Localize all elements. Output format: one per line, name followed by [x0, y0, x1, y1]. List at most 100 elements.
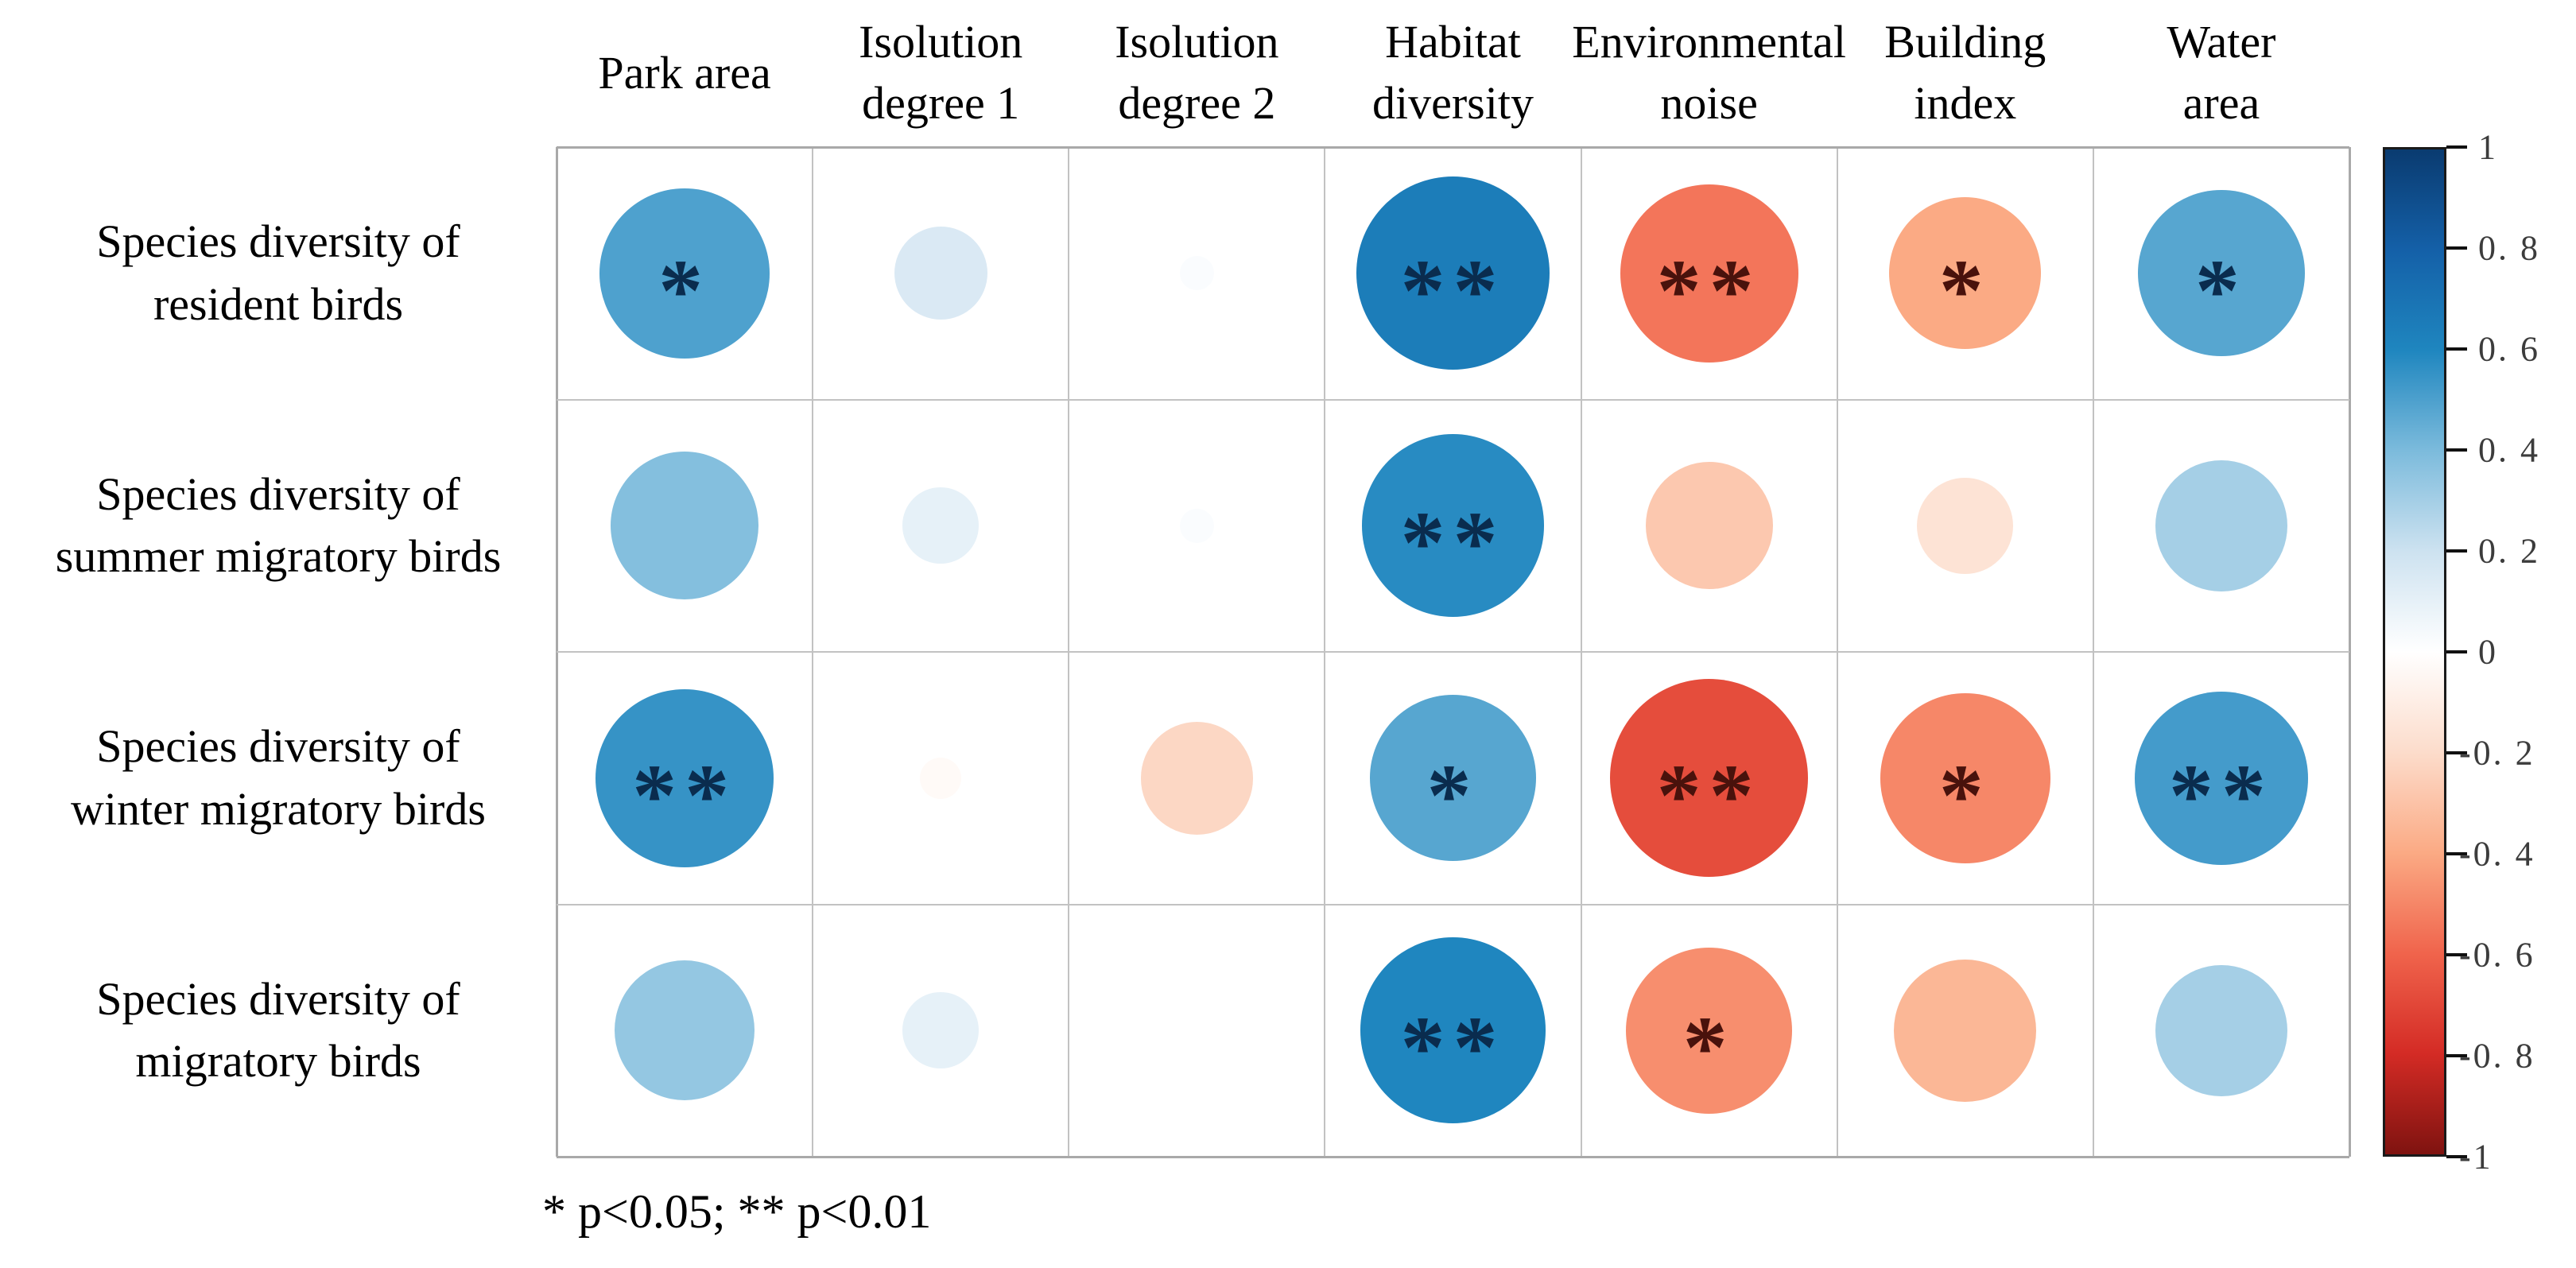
column-header-line: index [1914, 77, 2017, 129]
colorbar-tick [2446, 1054, 2467, 1057]
significance-asterisk: * [1938, 746, 1992, 846]
grid-hline [557, 651, 2349, 653]
correlation-circle [1356, 176, 1550, 370]
row-label-line: resident birds [153, 277, 404, 330]
column-header-line: Building [1884, 16, 2046, 68]
row-label-line: Species diversity of [96, 720, 460, 773]
colorbar-tick-label: 0. 6 [2478, 329, 2540, 369]
row-label-3: Species diversity of winter migratory bir… [6, 707, 550, 850]
row-label-line: Species diversity of [96, 215, 460, 268]
column-header-line: Park area [598, 46, 771, 99]
colorbar-tick-label: -1 [2459, 1137, 2493, 1177]
significance-asterisk: * [1682, 999, 1736, 1098]
column-header-line: Water [2167, 16, 2276, 68]
correlation-circle [2138, 190, 2305, 357]
correlation-circle [2155, 460, 2287, 591]
column-header-line: Isolution [1115, 16, 1279, 68]
correlation-circle [902, 992, 979, 1068]
significance-asterisk: ** [1400, 999, 1506, 1098]
row-label-line: Species diversity of [96, 972, 460, 1025]
colorbar-tick [2446, 448, 2467, 452]
colorbar-tick [2446, 1155, 2467, 1158]
correlation-circle [1369, 695, 1537, 862]
correlation-circle [1880, 692, 2050, 863]
correlation-circle [1180, 256, 1214, 291]
correlation-circle [610, 452, 759, 600]
row-label-4: Species diversity of migratory birds [6, 959, 550, 1102]
row-label-line: Species diversity of [96, 467, 460, 520]
colorbar-tick-label: -0. 4 [2459, 834, 2535, 874]
column-header-line: Habitat [1385, 16, 1521, 68]
colorbar-tick [2446, 347, 2467, 351]
correlation-circle [1626, 947, 1793, 1114]
colorbar-tick-label: 0. 2 [2478, 531, 2540, 571]
significance-asterisk: ** [632, 746, 738, 846]
significance-asterisk: ** [1656, 242, 1762, 341]
colorbar-tick-label: -0. 6 [2459, 935, 2535, 975]
significance-asterisk: ** [1400, 494, 1506, 593]
colorbar-tick [2446, 852, 2467, 855]
column-header-line: noise [1660, 77, 1758, 129]
correlation-circle [920, 757, 962, 799]
significance-asterisk: * [1938, 242, 1992, 341]
column-header-3: Isolution degree 2 [1006, 5, 1387, 142]
row-label-line: summer migratory birds [55, 530, 502, 583]
colorbar-tick-label: 0. 4 [2478, 430, 2540, 470]
grid-hline [557, 903, 2349, 905]
significance-note: * p<0.05; ** p<0.01 [542, 1185, 932, 1238]
column-header-7: Water area [2031, 5, 2412, 142]
column-header-line: area [2182, 77, 2260, 129]
correlation-circle [2155, 964, 2287, 1096]
row-label-1: Species diversity of resident birds [6, 202, 550, 345]
correlation-circle [1894, 959, 2037, 1102]
significance-asterisk: ** [1400, 242, 1506, 341]
colorbar-tick-label: 0 [2478, 632, 2498, 672]
correlation-circle [1889, 197, 2042, 350]
column-header-line: Environmental [1572, 16, 1846, 68]
column-header-4: Habitat diversity [1263, 5, 1644, 142]
significance-asterisk: * [658, 242, 712, 341]
row-label-line: winter migratory birds [71, 782, 486, 835]
colorbar-tick [2446, 549, 2467, 553]
column-header-5: Environmental noise [1519, 5, 1900, 142]
significance-asterisk: ** [1656, 746, 1762, 846]
correlation-circle [1620, 184, 1798, 363]
correlation-circle [615, 960, 755, 1101]
correlation-circle [1610, 679, 1809, 878]
correlation-circle [894, 227, 987, 320]
column-header-line: degree 1 [862, 77, 1020, 129]
correlation-circle [1917, 477, 2014, 574]
significance-asterisk: ** [2168, 746, 2274, 846]
significance-asterisk: * [2194, 242, 2248, 341]
correlation-circle [1180, 508, 1214, 543]
grid-vline [2349, 147, 2351, 1157]
grid-hline [557, 146, 2349, 149]
correlation-circle [2135, 691, 2308, 865]
colorbar-tick-label: 0. 8 [2478, 228, 2540, 268]
colorbar-tick [2446, 953, 2467, 956]
row-label-line: migratory birds [135, 1035, 421, 1088]
correlation-circle [902, 487, 979, 564]
colorbar-tick-label: 1 [2478, 127, 2498, 167]
colorbar-tick-label: -0. 8 [2459, 1036, 2535, 1076]
column-header-line: degree 2 [1118, 77, 1276, 129]
column-header-1: Park area [494, 5, 875, 142]
colorbar-tick [2446, 650, 2467, 653]
grid-hline [557, 398, 2349, 401]
correlation-circle [1361, 434, 1545, 618]
colorbar [2383, 147, 2446, 1157]
correlation-circle [599, 188, 770, 359]
row-label-2: Species diversity of summer migratory bir… [6, 454, 550, 597]
correlation-circle [1360, 937, 1546, 1124]
colorbar-tick [2446, 246, 2467, 250]
column-header-2: Isolution degree 1 [750, 5, 1131, 142]
correlation-circle [596, 688, 774, 867]
significance-asterisk: * [1426, 746, 1480, 846]
correlation-circle [1140, 721, 1254, 835]
colorbar-tick [2446, 751, 2467, 754]
column-header-line: Isolution [859, 16, 1023, 68]
column-header-6: Building index [1775, 5, 2156, 142]
colorbar-tick [2446, 145, 2467, 149]
grid-hline [557, 1156, 2349, 1158]
